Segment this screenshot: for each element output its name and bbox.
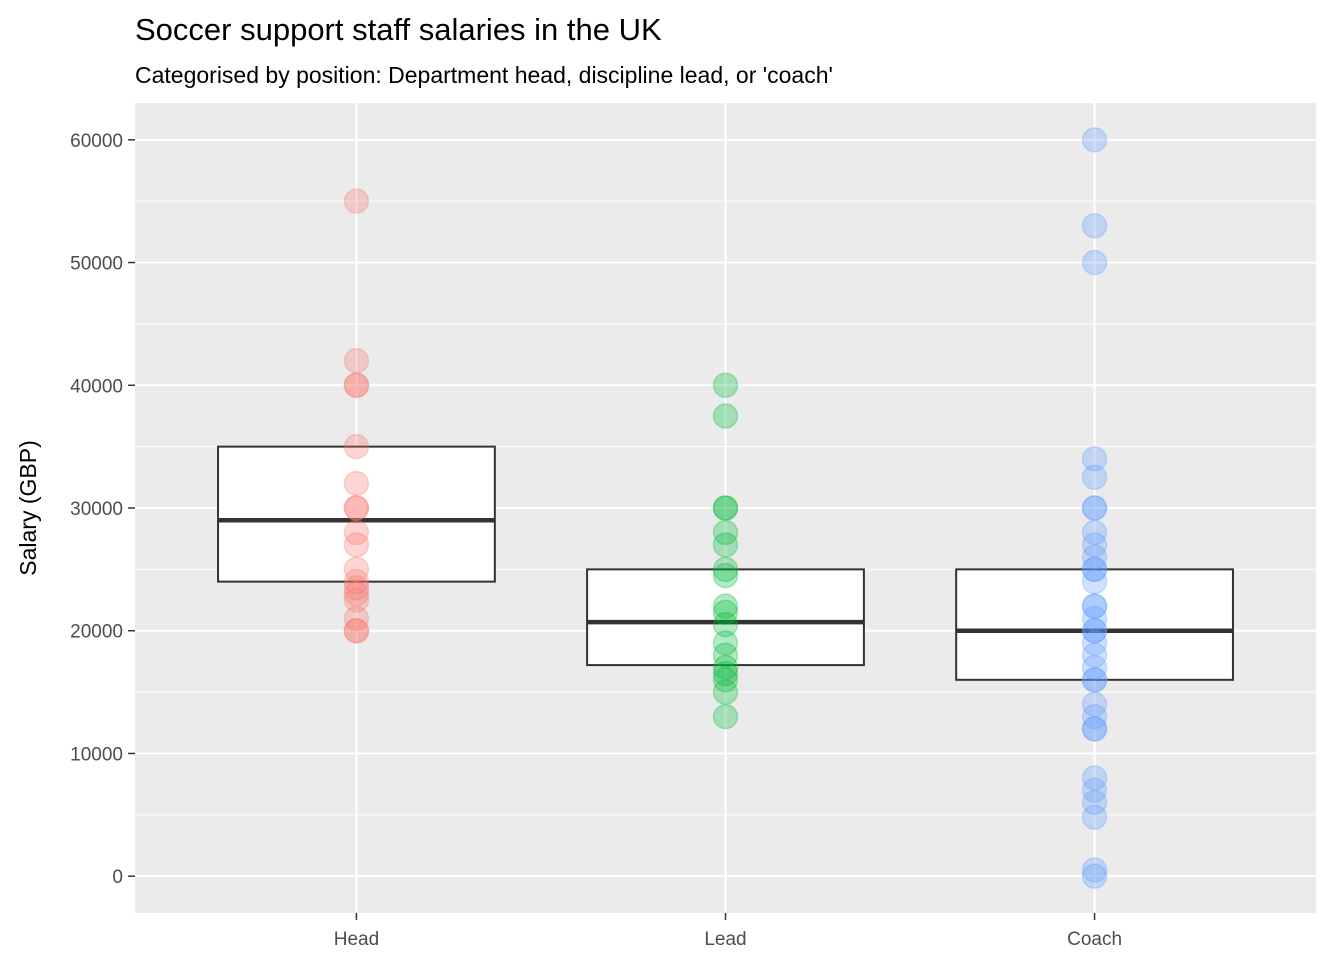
point-coach — [1081, 127, 1108, 153]
y-tick-label: 20000 — [70, 622, 123, 643]
point-coach — [1081, 605, 1108, 632]
point-head — [343, 519, 370, 546]
point-head — [343, 581, 370, 607]
chart-title: Soccer support staff salaries in the UK — [135, 12, 662, 47]
point-head — [343, 532, 370, 558]
point-head — [343, 372, 370, 399]
point-head — [343, 372, 370, 399]
point-lead — [712, 372, 739, 399]
point-coach — [1081, 495, 1108, 521]
y-axis: 0 10000 20000 30000 40000 50000 60000 — [70, 131, 135, 888]
point-lead — [712, 495, 739, 521]
y-tick-label: 0 — [112, 867, 123, 888]
point-lead — [712, 703, 739, 730]
point-lead — [712, 642, 739, 669]
point-lead — [712, 556, 739, 583]
point-head — [343, 587, 370, 613]
point-coach — [1081, 630, 1108, 656]
point-coach — [1081, 593, 1108, 619]
point-coach — [1081, 532, 1108, 558]
point-lead — [712, 599, 739, 626]
y-tick-label: 10000 — [70, 744, 123, 765]
point-lead — [712, 495, 739, 521]
box-head — [217, 445, 496, 583]
point-coach — [1081, 703, 1108, 730]
point-coach — [1081, 667, 1108, 693]
point-coach — [1081, 556, 1108, 583]
point-coach — [1081, 667, 1108, 693]
x-axis: Head Lead Coach — [334, 913, 1122, 950]
point-coach — [1081, 777, 1108, 804]
y-tick-label: 30000 — [70, 499, 123, 520]
point-lead — [712, 532, 739, 558]
y-tick-label: 50000 — [70, 254, 123, 275]
point-lead — [712, 611, 739, 638]
point-head — [343, 617, 370, 644]
point-lead — [712, 562, 739, 589]
box-coach — [955, 568, 1234, 681]
y-tick-label: 60000 — [70, 131, 123, 152]
x-tick-label: Coach — [1067, 929, 1122, 950]
point-coach — [1081, 249, 1108, 276]
point-coach — [1081, 804, 1108, 831]
point-lead — [712, 679, 739, 705]
x-tick-label: Head — [334, 929, 379, 950]
y-axis-label: Salary (GBP) — [15, 440, 41, 575]
point-coach — [1081, 863, 1108, 889]
point-head — [343, 495, 370, 521]
point-head — [343, 605, 370, 632]
point-coach — [1081, 765, 1108, 791]
point-coach — [1081, 642, 1108, 669]
point-lead — [712, 667, 739, 693]
point-head — [343, 347, 370, 374]
point-lead — [712, 519, 739, 546]
point-lead — [712, 593, 739, 619]
point-head — [343, 617, 370, 644]
point-head — [343, 470, 370, 497]
point-coach — [1081, 556, 1108, 583]
point-coach — [1081, 464, 1108, 491]
chart-subtitle: Categorised by position: Department head… — [135, 62, 833, 88]
point-coach — [1081, 857, 1108, 883]
point-lead — [712, 403, 739, 429]
point-coach — [1081, 617, 1108, 644]
box-lead — [586, 568, 865, 667]
point-coach — [1081, 716, 1108, 742]
point-head — [343, 433, 370, 460]
point-coach — [1081, 789, 1108, 816]
point-head — [343, 556, 370, 583]
point-head — [343, 188, 370, 214]
point-coach — [1081, 691, 1108, 718]
boxplots — [217, 445, 1234, 681]
point-lead — [712, 630, 739, 656]
x-tick-label: Lead — [704, 929, 746, 950]
point-head — [343, 575, 370, 601]
point-coach — [1081, 654, 1108, 681]
point-coach — [1081, 593, 1108, 619]
data-points — [343, 127, 1108, 889]
point-coach — [1081, 617, 1108, 644]
point-lead — [712, 660, 739, 687]
point-coach — [1081, 446, 1108, 472]
point-lead — [712, 654, 739, 681]
point-head — [343, 568, 370, 595]
point-coach — [1081, 716, 1108, 742]
point-coach — [1081, 212, 1108, 239]
point-head — [343, 495, 370, 521]
y-tick-label: 40000 — [70, 376, 123, 397]
point-coach — [1081, 568, 1108, 595]
point-coach — [1081, 519, 1108, 546]
point-coach — [1081, 544, 1108, 570]
point-coach — [1081, 495, 1108, 521]
